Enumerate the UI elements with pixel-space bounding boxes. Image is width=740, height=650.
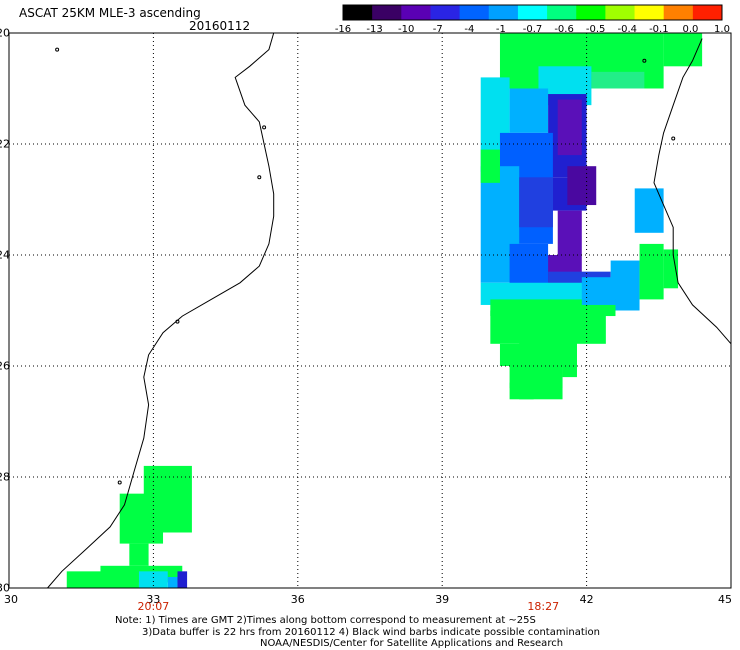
wind-cell: [562, 332, 577, 378]
coastline-africa: [47, 32, 275, 589]
map-frame: [8, 32, 732, 589]
colorbar-label: -0.7: [522, 24, 543, 35]
colorbar-segment: [517, 5, 548, 20]
latitude-label: -26: [0, 359, 10, 373]
wind-cell: [591, 71, 645, 89]
colorbar-segment: [488, 5, 519, 20]
island: [117, 480, 122, 485]
island: [257, 175, 262, 180]
colorbar-label: 1.0: [714, 24, 730, 35]
wind-cell: [66, 571, 139, 588]
wind-cell: [519, 310, 563, 400]
coastline-madagascar: [653, 38, 732, 345]
latitude-label: -22: [0, 137, 10, 151]
wind-cell: [177, 571, 188, 588]
time-label: 20:07: [137, 600, 170, 613]
wind-cell: [519, 177, 553, 228]
latitude-label: -30: [0, 581, 10, 595]
wind-cell: [663, 249, 679, 289]
note-line-1: Note: 1) Times are GMT 2)Times along bot…: [115, 615, 536, 626]
colorbar-label: 0.0: [682, 24, 699, 35]
time-label: 18:27: [527, 600, 560, 613]
colorbar-label: -10: [397, 24, 415, 35]
colorbar: [342, 4, 723, 21]
colorbar-segment: [547, 5, 577, 20]
longitude-label: 36: [290, 593, 305, 606]
colorbar-label: -16: [334, 24, 352, 35]
colorbar-label: -4: [464, 24, 475, 35]
wind-cell: [143, 465, 192, 533]
longitude-label: 45: [718, 593, 732, 606]
colorbar-label: -7: [432, 24, 443, 35]
note-line-2: 3)Data buffer is 22 hrs from 20160112 4)…: [142, 627, 600, 638]
wind-cell: [509, 88, 549, 133]
colorbar-label: -0.6: [554, 24, 574, 35]
colorbar-segment: [459, 5, 490, 20]
colorbar-segment: [634, 5, 665, 20]
island: [55, 47, 60, 52]
colorbar-segment: [692, 5, 723, 20]
colorbar-label: -0.4: [617, 24, 638, 35]
wind-cell: [480, 149, 500, 183]
longitude-label: 33: [146, 593, 161, 606]
wind-cell: [567, 166, 597, 206]
colorbar-segment: [401, 5, 431, 20]
colorbar-segment: [663, 5, 694, 20]
graticule: [9, 33, 731, 588]
map-date: 20160112: [189, 19, 251, 33]
colorbar-label: -0.5: [585, 24, 606, 35]
colorbar-segment: [605, 5, 636, 20]
coastline: [47, 32, 732, 589]
colorbar-label: -13: [366, 24, 383, 35]
wind-cell: [639, 243, 664, 300]
wind-cell: [167, 576, 178, 588]
colorbar-segment: [430, 5, 461, 20]
island: [671, 136, 676, 141]
wind-cell: [138, 571, 168, 588]
colorbar-segment: [576, 5, 606, 20]
wind-swaths: [66, 33, 703, 588]
wind-cell: [509, 243, 549, 289]
wind-cell: [129, 543, 149, 566]
colorbar-label: -0.1: [649, 24, 669, 35]
longitude-label: 39: [435, 593, 450, 606]
island: [642, 58, 647, 63]
map-title: ASCAT 25KM MLE-3 ascending: [19, 6, 201, 20]
colorbar-label: -1: [495, 24, 506, 35]
wind-cell: [557, 99, 582, 156]
wind-cell: [634, 188, 664, 233]
wind-cell: [663, 33, 703, 67]
colorbar-segment: [372, 5, 402, 20]
longitude-label: 42: [579, 593, 594, 606]
island: [262, 125, 267, 130]
note-line-3: NOAA/NESDIS/Center for Satellite Applica…: [260, 638, 564, 649]
longitude-label: 30: [4, 593, 18, 606]
latitude-label: -20: [0, 26, 10, 40]
wind-cell: [167, 571, 178, 577]
latitude-label: -24: [0, 248, 10, 262]
island: [175, 319, 180, 324]
wind-cell: [581, 277, 616, 305]
colorbar-segment: [343, 5, 373, 20]
latitude-label: -28: [0, 470, 10, 484]
